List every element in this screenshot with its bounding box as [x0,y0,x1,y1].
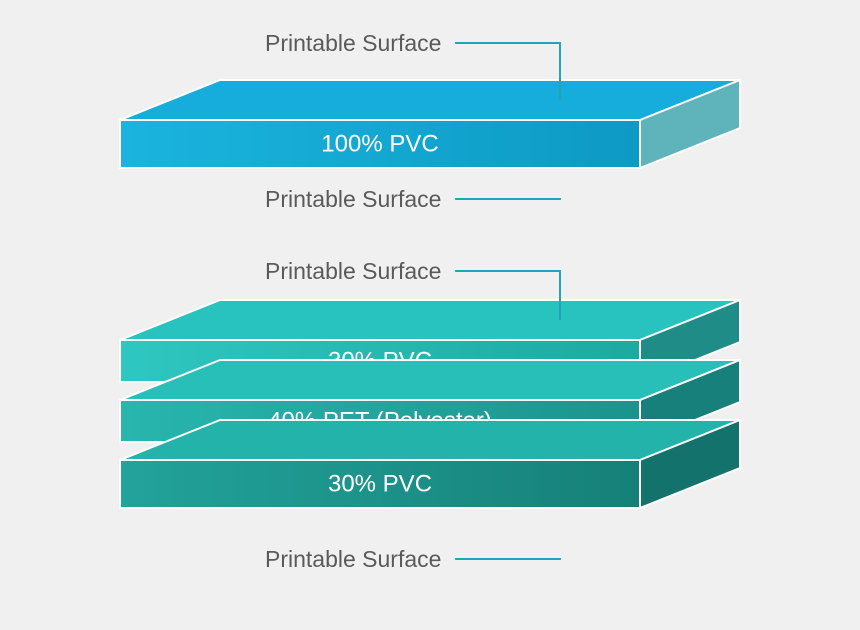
callout-label-pvc30bot-bottom: Printable Surface [265,546,441,573]
callout-label-pvc100-top: Printable Surface [265,30,441,57]
callout-label-pvc30top-top: Printable Surface [265,258,441,285]
callout-line-pvc100-bottom [455,198,560,199]
slab-top-pvc30bot [120,420,740,460]
diagram-svg: 100% PVC30% PVC40% PET (Polyester)30% PV… [0,0,860,630]
slab-label-pvc100: 100% PVC [321,130,438,157]
diagram-stage: 100% PVC30% PVC40% PET (Polyester)30% PV… [0,0,860,630]
slab-label-pvc30bot: 30% PVC [328,470,432,497]
slab-pvc30bot: 30% PVC [120,420,740,508]
slab-pvc100: 100% PVC [120,80,740,168]
slab-top-pvc100 [120,80,740,120]
slab-top-pvc30top [120,300,740,340]
callout-label-pvc100-bottom: Printable Surface [265,186,441,213]
callout-line-pvc30bot-bottom [455,558,560,559]
slab-top-pet40 [120,360,740,400]
